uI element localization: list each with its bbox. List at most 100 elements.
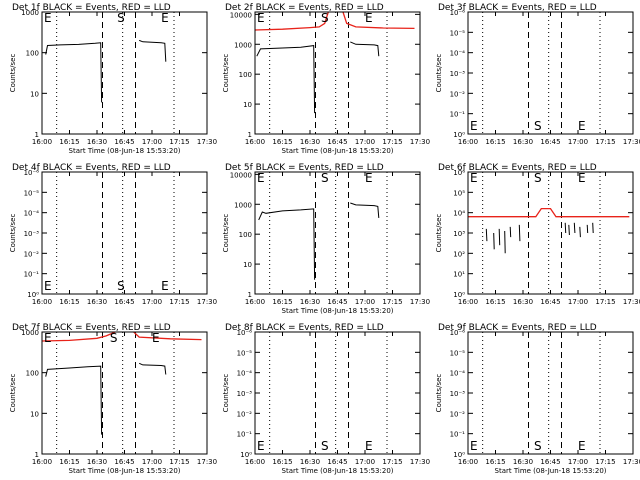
y-tick-label: 10: [30, 410, 39, 418]
x-axis-label: Start Time (08-Jun-18 15:53:20): [282, 467, 394, 475]
y-tick-label: 10²: [453, 250, 465, 258]
interval-marker-s: S: [110, 331, 118, 345]
events-series-line: [509, 226, 512, 238]
panel-title: Det 4f BLACK = Events, RED = LLD: [12, 163, 171, 173]
x-tick-label: 17:15: [169, 298, 189, 306]
interval-marker-e: E: [365, 11, 373, 25]
x-tick-label: 17:30: [623, 458, 640, 466]
y-tick-label: 10⁻⁶: [237, 329, 253, 337]
y-tick-label: 10⁴: [453, 210, 465, 218]
y-tick-label: 10¹: [453, 271, 465, 279]
plot-frame: [41, 11, 208, 135]
y-tick-label: 1000: [21, 9, 39, 17]
panel-det-3: Det 3f BLACK = Events, RED = LLD 16:00 16:…: [435, 3, 640, 146]
events-series-line: [45, 365, 103, 435]
plot-frame: [467, 331, 634, 455]
y-axis-label: Counts/sec: [222, 374, 230, 413]
interval-marker-e: E: [470, 171, 478, 185]
y-tick-label: 10⁻²: [450, 90, 466, 98]
x-tick-label: 17:30: [197, 298, 217, 306]
y-tick-label: 10⁻³: [450, 390, 466, 398]
x-tick-label: 16:00: [458, 458, 478, 466]
y-tick-label: 10⁻⁴: [450, 50, 466, 58]
panel-det-4: Det 4f BLACK = Events, RED = LLD 16:00 16:…: [9, 163, 217, 306]
panel-title: Det 2f BLACK = Events, RED = LLD: [225, 3, 384, 13]
x-tick-label: 16:45: [114, 298, 134, 306]
y-tick-label: 10⁻⁶: [450, 329, 466, 337]
y-tick-label: 10⁻³: [24, 230, 40, 238]
events-series-line: [573, 222, 576, 234]
panel-det-9: Det 9f BLACK = Events, RED = LLD 16:00 16:…: [435, 323, 640, 475]
events-series-line: [518, 224, 521, 242]
x-tick-label: 17:15: [169, 458, 189, 466]
lld-series-line: [468, 207, 630, 218]
y-tick-label: 10⁻⁴: [237, 370, 253, 378]
plot-frame: [41, 331, 208, 455]
x-tick-label: 17:30: [410, 458, 430, 466]
x-tick-label: 17:30: [197, 458, 217, 466]
panel-det-8: Det 8f BLACK = Events, RED = LLD 16:00 16:…: [222, 323, 430, 475]
x-tick-label: 17:00: [355, 138, 375, 146]
y-axis-label: Counts/sec: [222, 214, 230, 253]
interval-marker-s: S: [117, 279, 125, 293]
x-tick-label: 16:15: [59, 138, 79, 146]
y-tick-label: 10⁻⁴: [24, 210, 40, 218]
y-tick-label: 1: [248, 131, 252, 139]
x-tick-label: 17:15: [595, 138, 615, 146]
y-tick-label: 10⁵: [453, 189, 465, 197]
y-tick-label: 10⁻⁵: [450, 29, 466, 37]
events-series-line: [350, 202, 380, 218]
events-series-line: [586, 224, 589, 234]
plot-frame: [467, 11, 634, 135]
x-tick-label: 17:15: [595, 298, 615, 306]
y-tick-label: 10: [243, 261, 252, 269]
y-tick-label: 10000: [230, 11, 252, 19]
x-tick-label: 16:45: [327, 458, 347, 466]
y-tick-label: 10⁶: [453, 169, 465, 177]
panel-det-7: Det 7f BLACK = Events, RED = LLD 16:00 16:…: [9, 323, 217, 475]
panel-title: Det 9f BLACK = Events, RED = LLD: [438, 323, 597, 333]
x-tick-label: 17:15: [595, 458, 615, 466]
interval-marker-e: E: [365, 171, 373, 185]
x-tick-label: 17:30: [410, 138, 430, 146]
x-tick-label: 16:45: [327, 298, 347, 306]
y-tick-label: 100: [239, 231, 252, 239]
y-tick-label: 10⁻³: [450, 70, 466, 78]
events-series-line: [498, 228, 501, 246]
y-tick-label: 10000: [230, 171, 252, 179]
interval-marker-e: E: [257, 439, 265, 453]
events-series-line: [579, 226, 581, 238]
y-axis-label: Counts/sec: [435, 54, 443, 93]
plot-frame: [254, 171, 421, 295]
x-tick-label: 17:30: [623, 298, 640, 306]
x-tick-label: 16:30: [513, 458, 533, 466]
y-tick-label: 10⁻²: [450, 410, 466, 418]
lld-series-line: [254, 11, 329, 31]
x-tick-label: 16:45: [114, 138, 134, 146]
x-tick-label: 17:00: [142, 298, 162, 306]
y-tick-label: 1: [248, 291, 252, 299]
x-tick-label: 16:00: [32, 138, 52, 146]
y-axis-label: Counts/sec: [435, 374, 443, 413]
y-tick-label: 10⁰: [453, 451, 465, 459]
events-series-line: [258, 208, 316, 280]
x-tick-label: 17:00: [568, 458, 588, 466]
y-tick-label: 1000: [21, 329, 39, 337]
plot-frame: [254, 11, 421, 135]
x-tick-label: 17:15: [169, 138, 189, 146]
panel-title: Det 8f BLACK = Events, RED = LLD: [225, 323, 384, 333]
lld-series-line: [133, 331, 202, 341]
lld-series-line: [342, 11, 415, 30]
y-tick-label: 10: [30, 90, 39, 98]
y-tick-label: 10⁰: [240, 451, 252, 459]
y-tick-label: 10⁻⁵: [450, 349, 466, 357]
interval-marker-e: E: [44, 279, 52, 293]
lld-series-line: [41, 331, 116, 342]
panel-title: Det 5f BLACK = Events, RED = LLD: [225, 163, 384, 173]
x-axis-label: Start Time (08-Jun-18 15:53:20): [69, 467, 181, 475]
y-tick-label: 10⁻⁶: [24, 169, 40, 177]
x-tick-label: 16:15: [272, 138, 292, 146]
y-tick-label: 10⁻¹: [450, 111, 466, 119]
interval-marker-e: E: [257, 11, 265, 25]
events-series-line: [256, 45, 316, 114]
